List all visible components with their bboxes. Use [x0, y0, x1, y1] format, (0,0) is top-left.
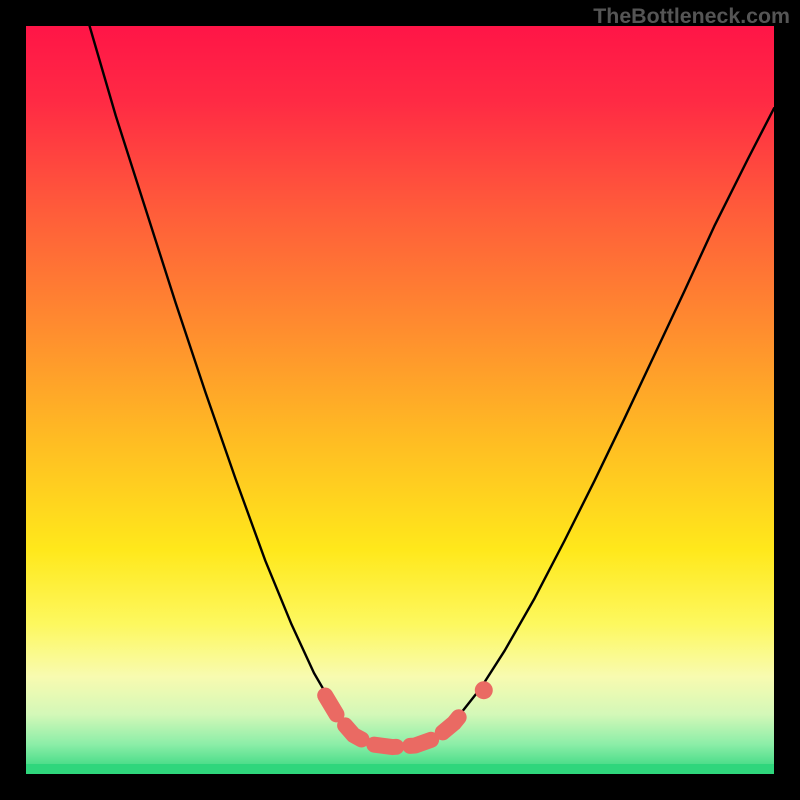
chart-svg: [0, 0, 800, 800]
chart-stage: TheBottleneck.com: [0, 0, 800, 800]
curve-highlight-dot: [475, 681, 493, 699]
plot-gradient-background: [26, 26, 774, 774]
plot-bottom-green-band: [26, 764, 774, 774]
